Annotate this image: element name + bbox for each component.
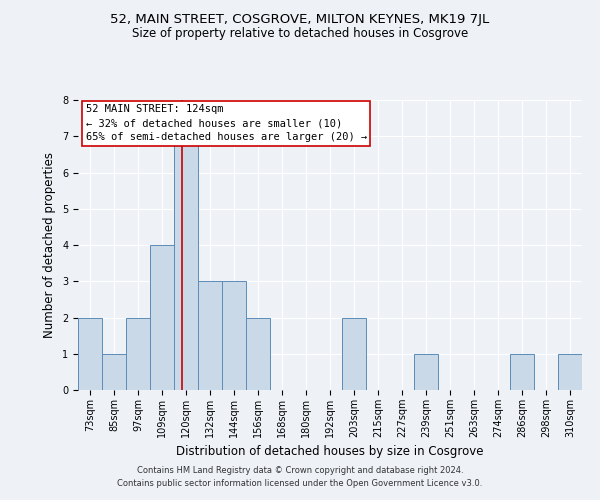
Bar [222,281,246,390]
Bar [78,318,102,390]
Text: 52 MAIN STREET: 124sqm
← 32% of detached houses are smaller (10)
65% of semi-det: 52 MAIN STREET: 124sqm ← 32% of detached… [86,104,367,142]
X-axis label: Distribution of detached houses by size in Cosgrove: Distribution of detached houses by size … [176,446,484,458]
Bar [558,354,582,390]
Text: Contains HM Land Registry data © Crown copyright and database right 2024.
Contai: Contains HM Land Registry data © Crown c… [118,466,482,487]
Bar [102,354,126,390]
Bar [150,245,174,390]
Bar [246,318,270,390]
Bar [198,281,222,390]
Bar [342,318,366,390]
Bar [414,354,438,390]
Bar [126,318,150,390]
Bar [510,354,534,390]
Text: 52, MAIN STREET, COSGROVE, MILTON KEYNES, MK19 7JL: 52, MAIN STREET, COSGROVE, MILTON KEYNES… [110,12,490,26]
Y-axis label: Number of detached properties: Number of detached properties [43,152,56,338]
Text: Size of property relative to detached houses in Cosgrove: Size of property relative to detached ho… [132,28,468,40]
Bar [174,136,198,390]
